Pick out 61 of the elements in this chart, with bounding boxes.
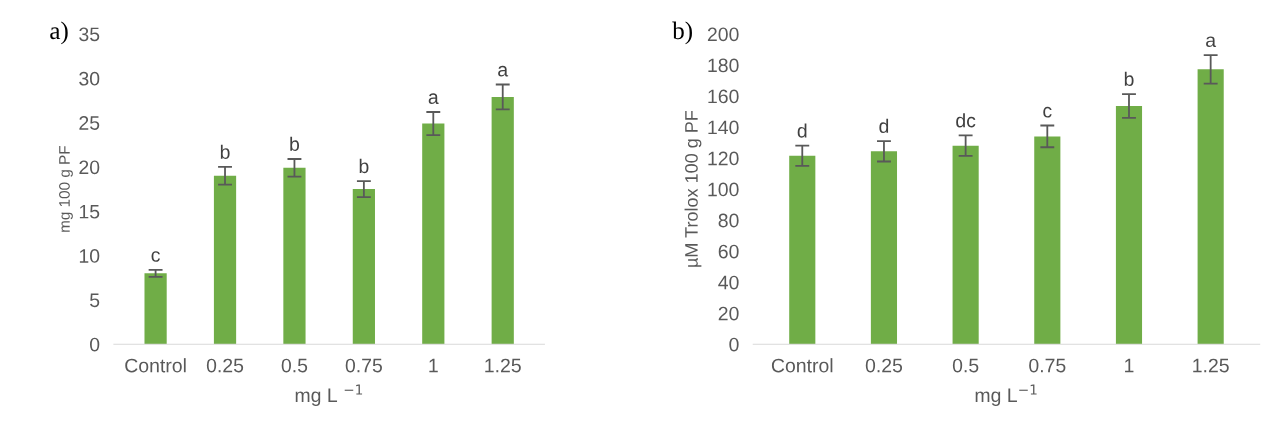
y-tick-label: 60: [718, 244, 739, 259]
y-axis-title: mg 100 g PF: [59, 146, 73, 232]
y-tick-label: 0: [90, 337, 100, 352]
x-tick-label: 1: [1125, 358, 1134, 373]
bar: [422, 123, 445, 345]
y-tick-label: 20: [79, 160, 100, 175]
bar: [1034, 136, 1061, 345]
bar: [352, 189, 375, 345]
chart-title: a): [50, 21, 68, 45]
x-tick-label: Control: [771, 358, 833, 373]
y-tick-label: 20: [718, 306, 739, 321]
bar: [213, 175, 237, 345]
y-tick-label: 10: [79, 249, 100, 263]
annotation: b: [220, 144, 230, 159]
x-tick-label: 1.25: [485, 358, 521, 373]
y-tick-label: 80: [718, 213, 739, 228]
bar: [1197, 69, 1224, 345]
annotation: dc: [956, 113, 976, 128]
annotation: c: [1043, 106, 1052, 118]
bar: [952, 145, 979, 345]
annotation: a: [428, 93, 439, 104]
y-tick-label: 40: [718, 275, 739, 290]
annotation: d: [797, 123, 807, 138]
y-tick-label: 35: [79, 27, 100, 42]
y-axis-title: µM Trolox 100 g PF: [684, 110, 702, 267]
x-tick-label: 1: [429, 358, 438, 373]
y-tick-label: 120: [708, 151, 739, 166]
y-tick-label: 15: [79, 204, 100, 219]
bar: [789, 155, 816, 345]
x-axis-title: mg L$^{−1}$: [975, 384, 1037, 406]
annotation: b: [290, 136, 300, 151]
bar: [144, 273, 167, 345]
y-tick-label: 140: [708, 120, 739, 135]
x-tick-label: 0.5: [952, 358, 979, 373]
y-tick-label: 100: [708, 182, 739, 197]
y-tick-label: 200: [707, 27, 739, 42]
x-tick-label: 0.5: [281, 358, 308, 373]
bar: [491, 96, 514, 345]
bar: [870, 151, 898, 345]
annotation: b: [1124, 71, 1134, 87]
x-tick-label: Control: [125, 358, 186, 373]
bar: [283, 167, 306, 345]
y-tick-label: 30: [79, 71, 100, 86]
x-axis-title: mg L $^{−1}$: [295, 384, 363, 406]
y-tick-label: 0: [729, 337, 739, 352]
annotation: d: [879, 118, 889, 134]
annotation: a: [1206, 36, 1217, 48]
x-tick-label: 0.75: [1029, 358, 1066, 373]
y-tick-label: 160: [708, 89, 739, 104]
x-tick-label: 0.25: [206, 358, 244, 373]
y-tick-label: 5: [90, 293, 100, 308]
annotation: a: [498, 65, 509, 77]
x-tick-label: 0.25: [865, 358, 903, 373]
x-tick-label: 0.75: [345, 358, 382, 373]
bar: [1115, 105, 1143, 345]
y-tick-label: 180: [708, 58, 739, 73]
y-tick-label: 25: [79, 116, 100, 130]
chart-title: b): [672, 21, 692, 45]
annotation: c: [151, 251, 160, 262]
x-tick-label: 1.25: [1193, 358, 1229, 373]
annotation: b: [359, 158, 369, 174]
